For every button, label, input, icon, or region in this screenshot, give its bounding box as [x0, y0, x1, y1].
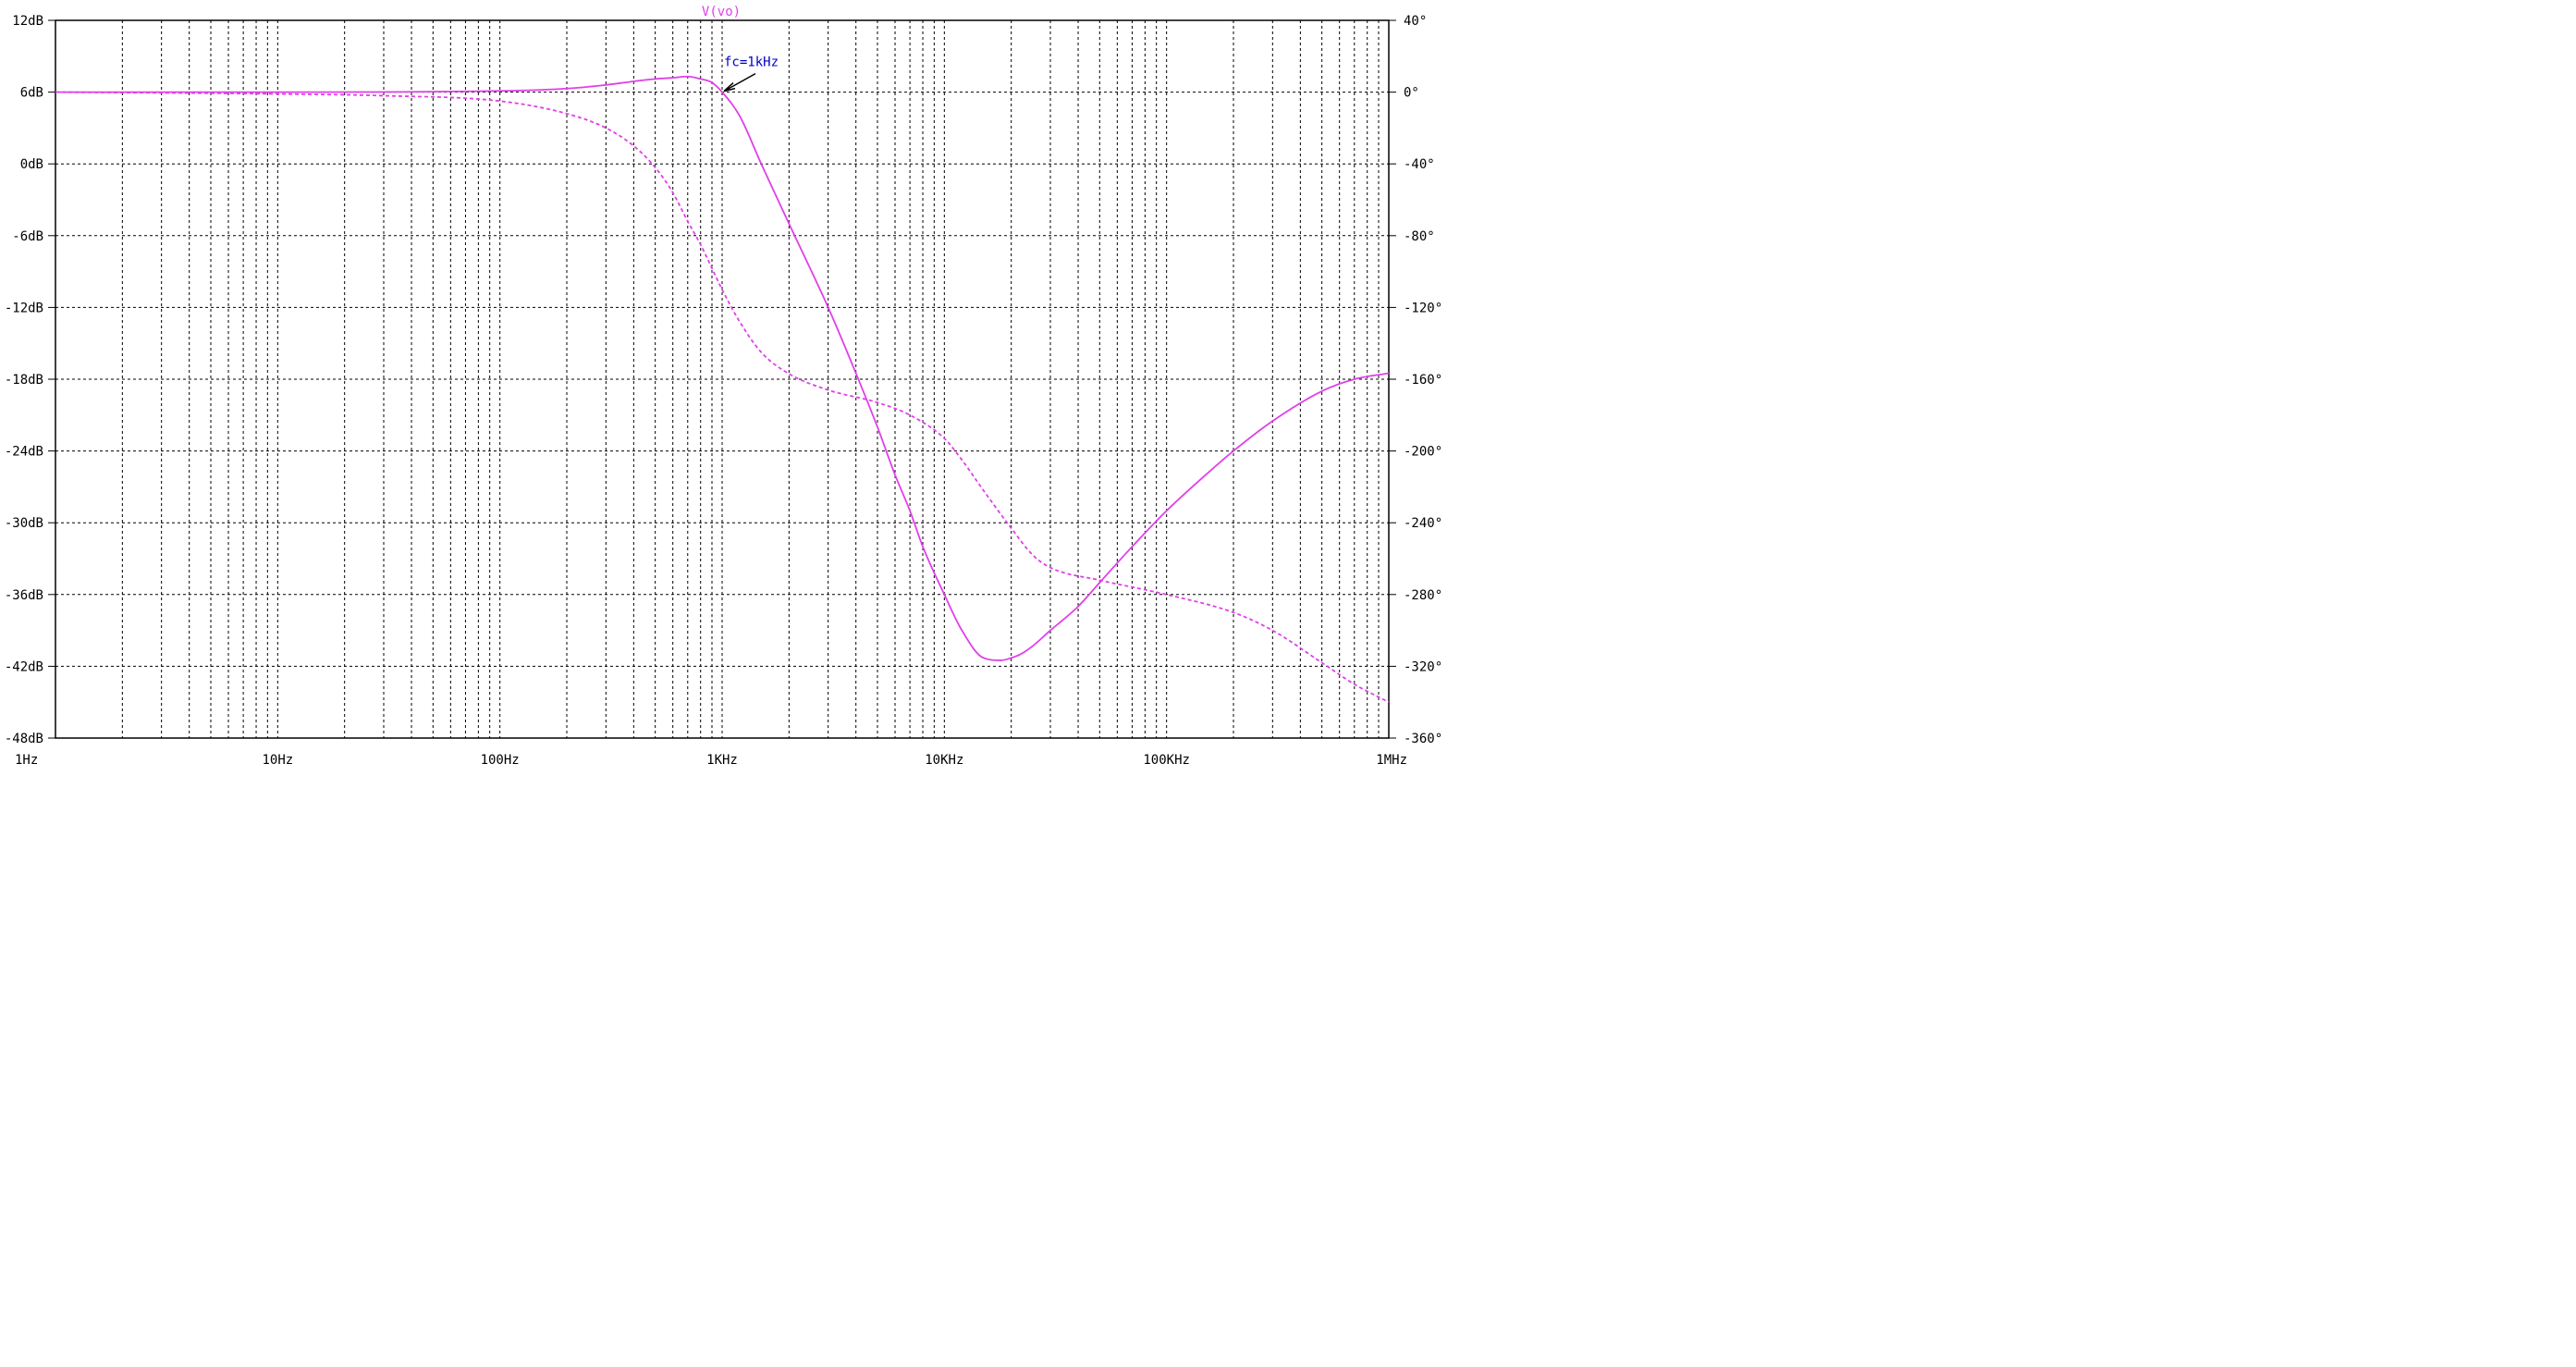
y-right-tick-label: -240° — [1404, 516, 1442, 531]
y-right-tick-label: 0° — [1404, 86, 1419, 101]
x-tick-label: 10KHz — [925, 753, 963, 768]
y-right-tick-label: -280° — [1404, 588, 1442, 603]
y-left-tick-label: -12dB — [5, 301, 43, 315]
tick-labels: 12dB 6dB 0dB -6dB -12dB -18dB -24dB -30dB -36dB -… — [5, 14, 1442, 768]
annotation-layer: fc=1kHz — [723, 55, 779, 92]
magnitude-trace — [55, 75, 1390, 661]
x-tick-label: 100Hz — [481, 753, 520, 768]
y-right-tick-label: -200° — [1404, 445, 1442, 460]
y-left-tick-label: -18dB — [5, 373, 43, 388]
annotation-arrowhead — [723, 82, 736, 92]
y-left-tick-label: -48dB — [5, 732, 43, 746]
x-tick-label: 1Hz — [15, 753, 38, 768]
y-left-tick-label: 6dB — [20, 86, 43, 101]
y-left-tick-label: -42dB — [5, 659, 43, 674]
x-tick-label: 100KHz — [1143, 753, 1190, 768]
y-right-tick-label: 40° — [1404, 14, 1427, 29]
y-left-tick-label: 0dB — [20, 157, 43, 172]
y-left-tick-label: -6dB — [12, 229, 43, 244]
grid-lines — [55, 20, 1389, 738]
x-tick-label: 10Hz — [262, 753, 293, 768]
y-left-tick-label: 12dB — [12, 14, 43, 29]
y-right-tick-label: -120° — [1404, 301, 1442, 315]
x-tick-label: 1MHz — [1376, 753, 1407, 768]
phase-trace — [55, 91, 1390, 703]
y-right-tick-label: -40° — [1404, 157, 1435, 172]
trace-label-vvo[interactable]: V(vo) — [702, 5, 741, 19]
x-tick-label: 1KHz — [706, 753, 738, 768]
y-left-tick-label: -36dB — [5, 588, 43, 603]
y-right-tick-label: -360° — [1404, 732, 1442, 746]
y-left-tick-label: -30dB — [5, 516, 43, 531]
series-layer — [55, 75, 1390, 703]
bode-plot: 12dB 6dB 0dB -6dB -12dB -18dB -24dB -30dB -36dB -… — [5, 5, 1442, 768]
y-right-tick-label: -160° — [1404, 373, 1442, 388]
y-left-tick-label: -24dB — [5, 445, 43, 460]
y-right-tick-label: -80° — [1404, 229, 1435, 244]
annotation-arrow — [723, 72, 756, 92]
annotation-fc-label: fc=1kHz — [724, 55, 779, 70]
y-right-tick-label: -320° — [1404, 659, 1442, 674]
